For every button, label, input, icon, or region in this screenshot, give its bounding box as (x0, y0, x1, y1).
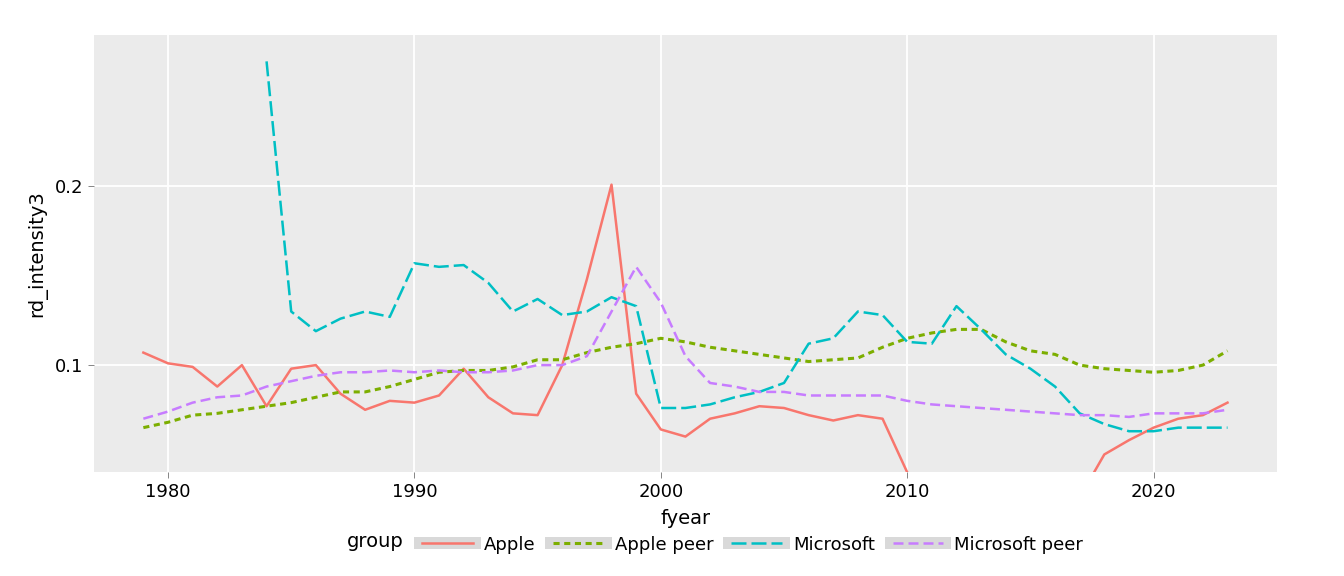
Y-axis label: rd_intensity3: rd_intensity3 (27, 190, 47, 317)
X-axis label: fyear: fyear (660, 509, 711, 528)
Text: group: group (347, 532, 403, 551)
Legend: Apple, Apple peer, Microsoft, Microsoft peer: Apple, Apple peer, Microsoft, Microsoft … (415, 529, 1090, 561)
